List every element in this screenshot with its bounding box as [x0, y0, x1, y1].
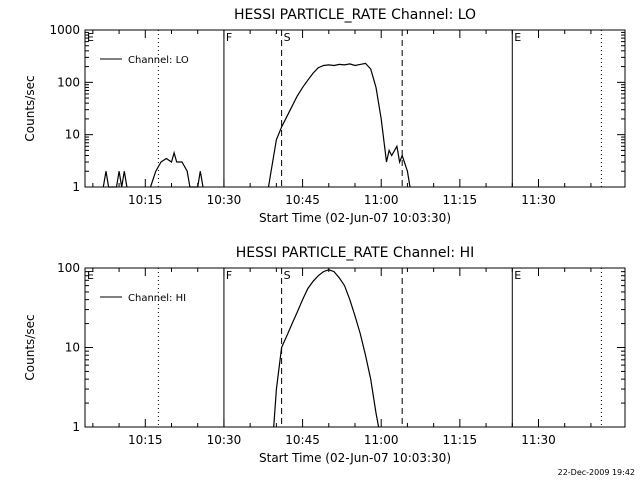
chart-panel-hi: HESSI PARTICLE_RATE Channel: HI Counts/se…	[23, 245, 626, 465]
event-marker-label: E	[514, 31, 521, 44]
chart-panel-lo: HESSI PARTICLE_RATE Channel: LO Counts/se…	[23, 7, 626, 225]
series-line	[102, 62, 411, 188]
x-tick-label: 11:00	[364, 433, 399, 447]
y-axis-label: Counts/sec	[23, 314, 37, 380]
x-axis-label: Start Time (02-Jun-07 10:03:30)	[259, 211, 451, 225]
x-tick-label: 11:30	[521, 193, 556, 207]
event-marker-label: F	[226, 269, 232, 282]
event-marker-label: F	[226, 31, 232, 44]
x-tick-label: 11:30	[521, 433, 556, 447]
x-tick-label: 11:15	[443, 433, 478, 447]
footer-timestamp: 22-Dec-2009 19:42	[558, 468, 635, 477]
event-marker-label: S	[284, 31, 291, 44]
x-tick-label: 11:00	[364, 193, 399, 207]
x-tick-label: 10:45	[285, 193, 320, 207]
event-marker-label: E	[514, 269, 521, 282]
legend-label: Channel: HI	[128, 293, 186, 304]
y-tick-label: 1000	[49, 23, 80, 37]
plot-frame	[84, 29, 626, 188]
y-axis-label: Counts/sec	[23, 75, 37, 141]
y-tick-label: 100	[57, 75, 80, 89]
x-tick-label: 10:15	[128, 433, 163, 447]
x-tick-label: 10:30	[207, 433, 242, 447]
x-tick-label: 11:15	[443, 193, 478, 207]
y-tick-label: 1	[72, 420, 80, 434]
event-marker-label: E	[87, 31, 94, 44]
x-tick-label: 10:15	[128, 193, 163, 207]
y-tick-label: 1	[72, 180, 80, 194]
y-tick-label: 10	[65, 128, 80, 142]
x-tick-label: 10:30	[207, 193, 242, 207]
chart-title: HESSI PARTICLE_RATE Channel: HI	[236, 245, 474, 261]
y-tick-label: 10	[65, 341, 80, 355]
y-tick-label: 100	[57, 261, 80, 275]
legend-label: Channel: LO	[128, 55, 189, 66]
x-axis-label: Start Time (02-Jun-07 10:03:30)	[259, 451, 451, 465]
x-tick-label: 10:45	[285, 433, 320, 447]
event-marker-label: S	[284, 269, 291, 282]
plot-frame	[84, 267, 626, 428]
event-marker-label: E	[87, 269, 94, 282]
series-line	[273, 269, 380, 428]
chart-title: HESSI PARTICLE_RATE Channel: LO	[234, 7, 476, 23]
